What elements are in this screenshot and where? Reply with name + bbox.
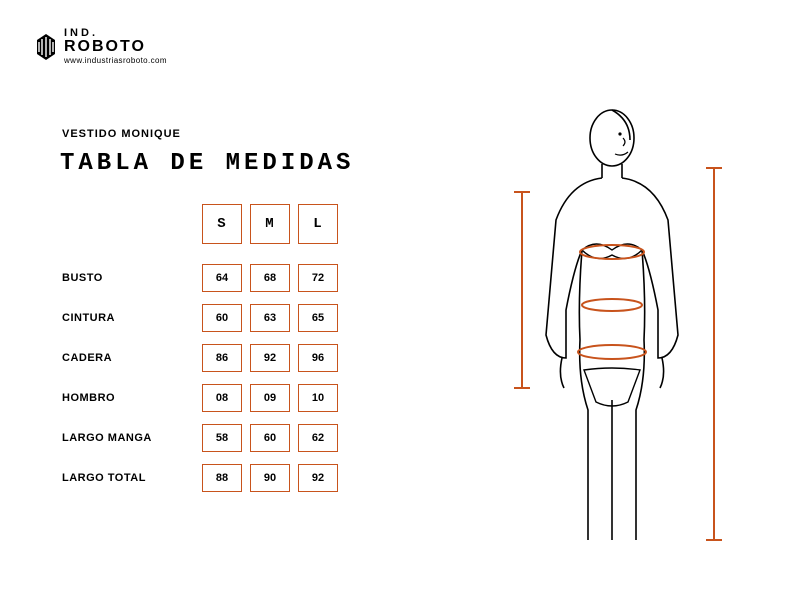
row-label: LARGO TOTAL [62, 472, 202, 484]
table-row: LARGO MANGA58 60 62 [62, 424, 382, 452]
logo-line2: ROBOTO [64, 39, 167, 55]
logo-url: www.industriasroboto.com [64, 57, 167, 65]
table-cell: 88 [202, 464, 242, 492]
table-cell: 58 [202, 424, 242, 452]
product-name: VESTIDO MONIQUE [62, 128, 181, 140]
table-cell: 60 [250, 424, 290, 452]
table-cell: 96 [298, 344, 338, 372]
row-label: LARGO MANGA [62, 432, 202, 444]
table-row: LARGO TOTAL88 90 92 [62, 464, 382, 492]
table-cell: 10 [298, 384, 338, 412]
size-header-row: SML [202, 204, 382, 244]
table-row: CINTURA60 63 65 [62, 304, 382, 332]
table-cell: 09 [250, 384, 290, 412]
table-cell: 92 [250, 344, 290, 372]
table-row: HOMBRO08 09 10 [62, 384, 382, 412]
table-cell: 60 [202, 304, 242, 332]
table-cell: 86 [202, 344, 242, 372]
table-cell: 63 [250, 304, 290, 332]
table-row: BUSTO64 68 72 [62, 264, 382, 292]
brand-logo: IND. ROBOTO www.industriasroboto.com [34, 28, 167, 65]
table-cell: 64 [202, 264, 242, 292]
row-label: HOMBRO [62, 392, 202, 404]
table-cell: 65 [298, 304, 338, 332]
row-label: CINTURA [62, 312, 202, 324]
table-row: CADERA86 92 96 [62, 344, 382, 372]
size-table: SML BUSTO646872CINTURA606365CADERA869296… [62, 204, 382, 504]
row-label: BUSTO [62, 272, 202, 284]
table-cell: 68 [250, 264, 290, 292]
table-cell: 92 [298, 464, 338, 492]
table-cell: 62 [298, 424, 338, 452]
size-header-cell: S [202, 204, 242, 244]
table-cell: 72 [298, 264, 338, 292]
size-header-cell: M [250, 204, 290, 244]
mannequin-figure [470, 100, 750, 560]
page-title: TABLA DE MEDIDAS [60, 150, 354, 177]
table-cell: 08 [202, 384, 242, 412]
size-header-cell: L [298, 204, 338, 244]
logo-icon [34, 33, 58, 61]
row-label: CADERA [62, 352, 202, 364]
table-cell: 90 [250, 464, 290, 492]
